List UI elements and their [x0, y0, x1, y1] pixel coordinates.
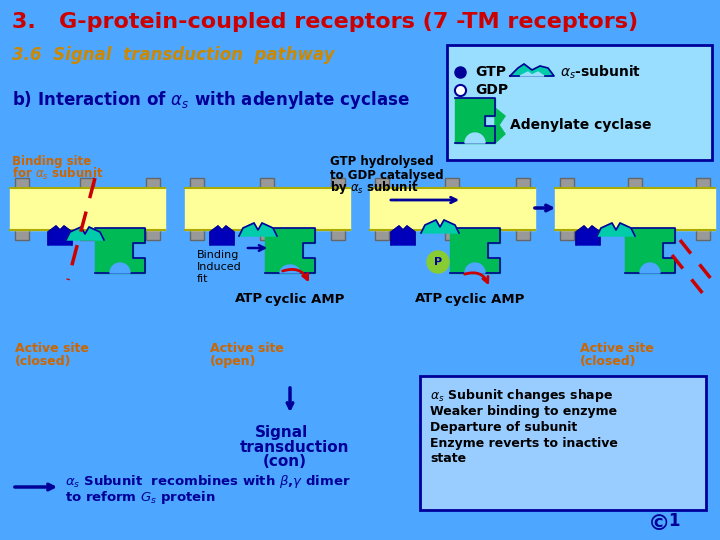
Polygon shape [280, 265, 300, 273]
Text: $\alpha_s$ Subunit changes shape: $\alpha_s$ Subunit changes shape [430, 387, 613, 403]
Text: Active site: Active site [210, 341, 284, 354]
Text: Enzyme reverts to inactive: Enzyme reverts to inactive [430, 436, 618, 449]
Polygon shape [265, 228, 315, 273]
FancyBboxPatch shape [420, 376, 706, 510]
FancyBboxPatch shape [447, 45, 712, 160]
Polygon shape [465, 263, 485, 273]
Polygon shape [210, 226, 234, 245]
Polygon shape [450, 228, 500, 273]
FancyBboxPatch shape [331, 178, 345, 240]
Text: (open): (open) [210, 355, 256, 368]
Text: Signal: Signal [255, 424, 308, 440]
Text: to reform $G_s$ protein: to reform $G_s$ protein [65, 489, 216, 505]
Text: $\alpha_s$-subunit: $\alpha_s$-subunit [560, 63, 642, 80]
Text: for $\alpha_s$ subunit: for $\alpha_s$ subunit [12, 166, 104, 182]
Text: by $\alpha_s$ subunit: by $\alpha_s$ subunit [330, 179, 418, 197]
Polygon shape [421, 220, 459, 233]
Text: ATP: ATP [415, 293, 443, 306]
FancyBboxPatch shape [15, 178, 29, 240]
FancyBboxPatch shape [560, 178, 574, 240]
Text: ©: © [648, 514, 670, 534]
FancyBboxPatch shape [445, 178, 459, 240]
Polygon shape [640, 263, 660, 273]
FancyBboxPatch shape [146, 178, 160, 240]
Text: b) Interaction of $\alpha_s$ with adenylate cyclase: b) Interaction of $\alpha_s$ with adenyl… [12, 89, 410, 111]
FancyBboxPatch shape [190, 178, 204, 240]
Polygon shape [48, 226, 72, 245]
FancyBboxPatch shape [628, 178, 642, 240]
Text: GTP hydrolysed: GTP hydrolysed [330, 156, 433, 168]
Circle shape [427, 251, 449, 273]
FancyBboxPatch shape [516, 178, 530, 240]
Polygon shape [510, 64, 554, 76]
FancyBboxPatch shape [80, 178, 94, 240]
Text: Weaker binding to enzyme: Weaker binding to enzyme [430, 404, 617, 417]
Polygon shape [520, 72, 544, 76]
Text: transduction: transduction [240, 440, 349, 455]
Text: state: state [430, 453, 466, 465]
Text: ATP: ATP [235, 293, 263, 306]
Polygon shape [110, 263, 130, 273]
Text: 3.6  Signal  transduction  pathway: 3.6 Signal transduction pathway [12, 46, 335, 64]
Text: 3.   G-protein-coupled receptors (7 -TM receptors): 3. G-protein-coupled receptors (7 -TM re… [12, 12, 638, 32]
Text: to GDP catalysed: to GDP catalysed [330, 168, 444, 181]
Text: GDP: GDP [475, 83, 508, 97]
Text: P: P [434, 257, 442, 267]
Polygon shape [465, 133, 485, 143]
Text: Active site: Active site [580, 341, 654, 354]
Polygon shape [625, 228, 675, 273]
Text: Departure of subunit: Departure of subunit [430, 421, 577, 434]
Text: fit: fit [197, 274, 209, 284]
Text: 1: 1 [668, 512, 680, 530]
FancyBboxPatch shape [260, 178, 274, 240]
Text: (con): (con) [263, 455, 307, 469]
Text: Active site: Active site [15, 341, 89, 354]
FancyBboxPatch shape [696, 178, 710, 240]
Text: (closed): (closed) [580, 355, 636, 368]
Text: Adenylate cyclase: Adenylate cyclase [510, 118, 652, 132]
Polygon shape [239, 223, 277, 236]
Text: Induced: Induced [197, 262, 242, 272]
Polygon shape [576, 226, 600, 245]
FancyBboxPatch shape [375, 178, 389, 240]
Text: GTP: GTP [475, 65, 506, 79]
Polygon shape [495, 108, 505, 143]
Text: Binding: Binding [197, 250, 239, 260]
Text: Binding site: Binding site [12, 156, 91, 168]
Text: (closed): (closed) [15, 355, 71, 368]
Text: cyclic AMP: cyclic AMP [445, 293, 524, 306]
Text: $\alpha_s$ Subunit  recombines with $\beta$,$\gamma$ dimer: $\alpha_s$ Subunit recombines with $\bet… [65, 474, 351, 490]
Polygon shape [455, 98, 495, 143]
Polygon shape [391, 226, 415, 245]
Polygon shape [66, 227, 104, 240]
Polygon shape [95, 228, 145, 273]
Text: cyclic AMP: cyclic AMP [265, 293, 344, 306]
Polygon shape [597, 223, 635, 236]
